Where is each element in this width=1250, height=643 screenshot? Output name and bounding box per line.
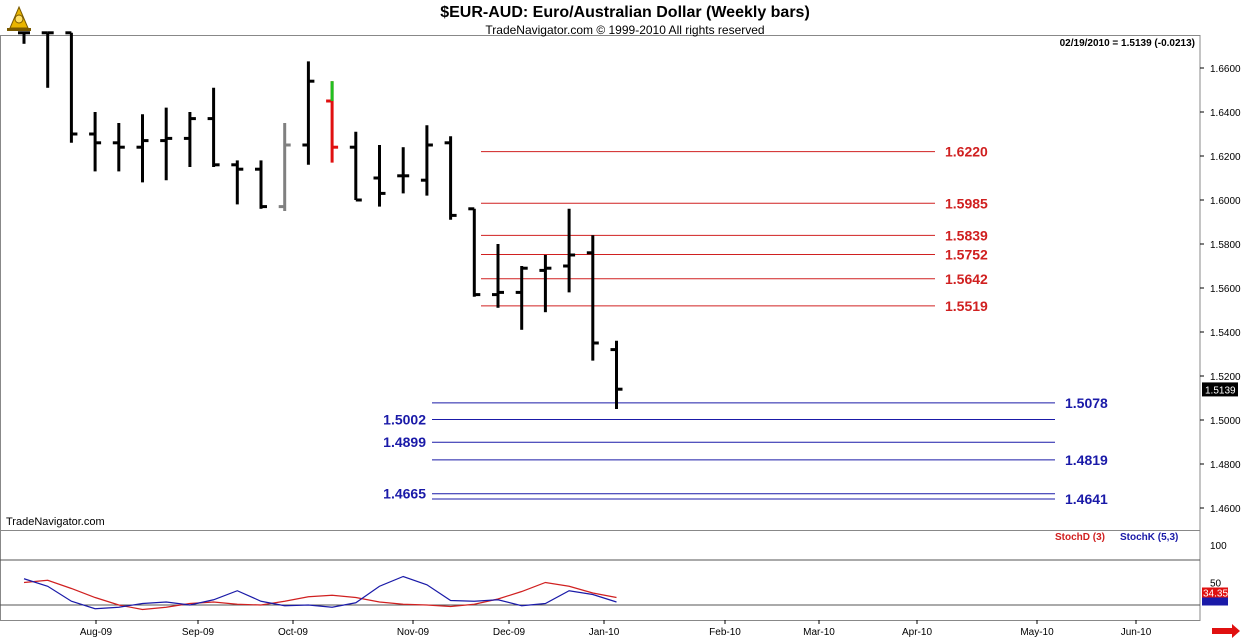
price-bars — [18, 31, 623, 409]
ohlc-bar-5 — [136, 114, 149, 183]
scroll-right-arrow-icon — [1212, 624, 1240, 638]
date-axis: Aug-09 Sep-09 Oct-09 Nov-09 Dec-09 Jan-10 Feb-… — [80, 620, 1240, 638]
chart-title: $EUR-AUD: Euro/Australian Dollar (Weekly… — [440, 4, 810, 21]
ohlc-bar-15 — [373, 145, 386, 207]
level-label-3: 1.5752 — [945, 247, 988, 263]
ohlc-bar-19 — [468, 207, 481, 297]
ohlc-bar-21 — [515, 266, 528, 330]
ohlc-bar-4 — [112, 123, 125, 172]
ohlc-bar-7 — [183, 112, 196, 167]
ohlc-bar-12 — [302, 61, 315, 165]
ohlc-bar-22 — [539, 255, 552, 313]
ohlc-bar-13 — [326, 81, 339, 163]
chart-subtitle: TradeNavigator.com © 1999-2010 All right… — [485, 23, 765, 37]
ohlc-bar-10 — [255, 160, 267, 209]
price-readout: 02/19/2010 = 1.5139 (-0.0213) — [1059, 38, 1195, 49]
ohlc-bar-2 — [65, 31, 78, 143]
level-label-10: 1.4665 — [383, 486, 426, 502]
date-tick-label-8: Apr-10 — [902, 627, 932, 638]
stochd-last-box — [1202, 587, 1228, 598]
stochk-last-box — [1202, 597, 1228, 606]
level-label-6: 1.5078 — [1065, 395, 1108, 411]
level-label-4: 1.5642 — [945, 271, 988, 287]
price-tick-label-5: 1.5600 — [1210, 284, 1241, 295]
date-tick-label-9: May-10 — [1020, 627, 1054, 638]
ohlc-bar-16 — [397, 147, 410, 194]
last-price-label: 1.5139 — [1205, 385, 1236, 396]
price-tick-label-10: 1.4600 — [1210, 504, 1241, 515]
date-tick-label-5: Jan-10 — [589, 627, 620, 638]
ohlc-bar-11 — [278, 123, 291, 211]
date-tick-label-4: Dec-09 — [493, 627, 526, 638]
stoch-series-0 — [23, 579, 617, 611]
ohlc-bar-8 — [207, 87, 220, 167]
price-tick-label-2: 1.6200 — [1210, 152, 1241, 163]
date-tick-label-7: Mar-10 — [803, 627, 835, 638]
price-levels: 1.6220 1.5985 1.5839 1.5752 1.5642 1.5519 1.50… — [383, 144, 1108, 507]
ohlc-bar-24 — [586, 235, 599, 361]
date-tick-label-10: Jun-10 — [1121, 627, 1152, 638]
date-tick-label-6: Feb-10 — [709, 627, 741, 638]
date-tick-label-1: Sep-09 — [182, 627, 215, 638]
ohlc-bar-25 — [610, 340, 623, 409]
tradenavigator-logo-icon[interactable] — [4, 4, 34, 39]
level-label-7: 1.5002 — [383, 412, 426, 428]
price-panel-border — [0, 35, 1201, 531]
price-tick-label-0: 1.6600 — [1210, 64, 1241, 75]
stoch-tick-label-0: 100 — [1210, 541, 1227, 552]
price-tick-label-7: 1.5200 — [1210, 372, 1241, 383]
ohlc-bar-18 — [444, 136, 457, 220]
price-tick-label-3: 1.6000 — [1210, 196, 1241, 207]
level-label-9: 1.4819 — [1065, 452, 1108, 468]
price-tick-label-4: 1.5800 — [1210, 240, 1241, 251]
ohlc-bar-1 — [41, 31, 54, 88]
date-tick-label-3: Nov-09 — [397, 627, 430, 638]
stoch-tick-label-1: 50 — [1210, 579, 1222, 590]
legend-stochd: StochD (3) — [1055, 532, 1105, 543]
price-tick-label-1: 1.6400 — [1210, 108, 1241, 119]
level-label-1: 1.5985 — [945, 195, 988, 211]
price-axis: 1.6600 1.6400 1.6200 1.6000 1.5800 1.5600 1.54… — [1200, 64, 1241, 515]
credit-label: TradeNavigator.com — [6, 516, 105, 528]
level-label-8: 1.4899 — [383, 434, 426, 450]
ohlc-bar-3 — [89, 112, 102, 172]
level-label-11: 1.4641 — [1065, 491, 1108, 507]
stoch-series-1 — [23, 575, 617, 610]
price-tick-label-9: 1.4800 — [1210, 460, 1241, 471]
price-tick-label-6: 1.5400 — [1210, 328, 1241, 339]
ohlc-bar-6 — [160, 107, 173, 181]
level-label-2: 1.5839 — [945, 227, 988, 243]
ohlc-bar-14 — [349, 131, 362, 202]
ohlc-bar-20 — [492, 244, 504, 308]
legend-stochk: StochK (5,3) — [1120, 532, 1179, 543]
ohlc-bar-17 — [420, 125, 433, 196]
last-price-box — [1202, 382, 1238, 397]
ohlc-bar-0 — [18, 31, 30, 44]
date-tick-label-0: Aug-09 — [80, 627, 113, 638]
stochastic-panel-border — [0, 530, 1201, 621]
chart-frame — [0, 35, 1201, 621]
price-tick-label-8: 1.5000 — [1210, 416, 1241, 427]
ohlc-bar-23 — [563, 208, 576, 293]
ohlc-bar-9 — [231, 160, 244, 205]
level-label-5: 1.5519 — [945, 298, 988, 314]
date-tick-label-2: Oct-09 — [278, 627, 308, 638]
level-label-0: 1.6220 — [945, 144, 988, 160]
stoch-last-label: 34.35 — [1203, 589, 1228, 600]
